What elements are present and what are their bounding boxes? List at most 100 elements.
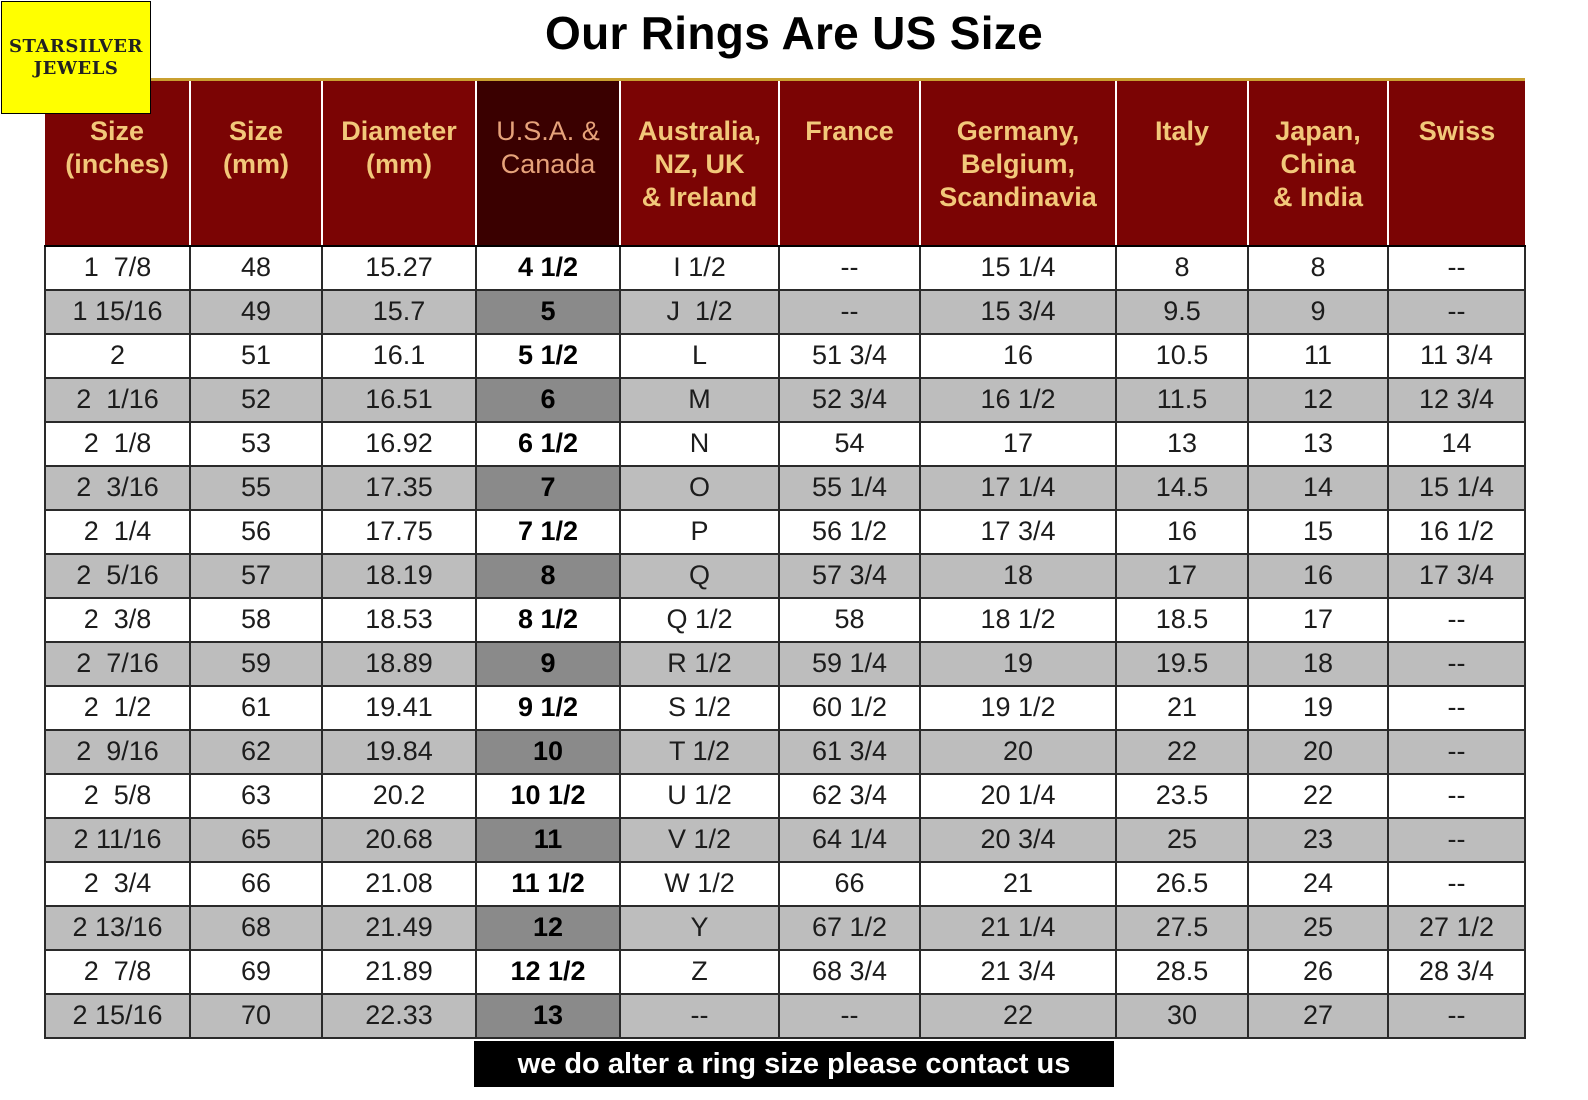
cell-diameter-mm: 16.1	[321, 332, 477, 379]
cell-swiss: 12 3/4	[1387, 376, 1526, 423]
table-row: 2 51 16.1 5 1/2 L 51 3/4 16 10.5 11 11 3/4	[44, 332, 1526, 379]
table-row: 2 9/16 62 19.84 10 T 1/2 61 3/4 20 22 20 --	[44, 728, 1526, 775]
cell-france: --	[778, 244, 921, 291]
table-row: 2 3/16 55 17.35 7 O 55 1/4 17 1/4 14.5 14 15 1/4	[44, 464, 1526, 511]
cell-france: 56 1/2	[778, 508, 921, 555]
cell-france: 68 3/4	[778, 948, 921, 995]
cell-germany-belgium-scandinavia: 15 1/4	[919, 244, 1117, 291]
cell-australia-nz-uk-ireland: R 1/2	[619, 640, 780, 687]
cell-swiss: --	[1387, 288, 1526, 335]
cell-japan-china-india: 19	[1247, 684, 1389, 731]
cell-usa-canada: 10	[475, 728, 621, 775]
header-germany-belgium-scandinavia: Germany, Belgium, Scandinavia	[919, 79, 1116, 247]
cell-size-mm: 59	[189, 640, 323, 687]
cell-diameter-mm: 21.49	[321, 904, 477, 951]
cell-australia-nz-uk-ireland: T 1/2	[619, 728, 780, 775]
cell-germany-belgium-scandinavia: 21	[919, 860, 1117, 907]
cell-france: 62 3/4	[778, 772, 921, 819]
cell-swiss: 14	[1387, 420, 1526, 467]
header-diameter-mm: Diameter (mm)	[321, 79, 476, 247]
header-line: Swiss	[1418, 116, 1496, 146]
cell-size-mm: 48	[189, 244, 323, 291]
header-line: (inches)	[65, 149, 169, 179]
cell-size-inches: 2 3/16	[44, 464, 191, 511]
contact-banner: we do alter a ring size please contact u…	[474, 1041, 1114, 1087]
cell-germany-belgium-scandinavia: 18	[919, 552, 1117, 599]
header-line: Scandinavia	[939, 182, 1097, 212]
cell-japan-china-india: 18	[1247, 640, 1389, 687]
cell-size-inches: 2 11/16	[44, 816, 191, 863]
cell-usa-canada: 8 1/2	[475, 596, 621, 643]
header-line: Canada	[500, 149, 596, 179]
cell-japan-china-india: 15	[1247, 508, 1389, 555]
header-line: & India	[1272, 182, 1363, 212]
cell-germany-belgium-scandinavia: 16	[919, 332, 1117, 379]
logo-line-2: JEWELS	[33, 57, 119, 79]
cell-usa-canada: 4 1/2	[475, 244, 621, 291]
cell-size-mm: 49	[189, 288, 323, 335]
cell-swiss: 11 3/4	[1387, 332, 1526, 379]
logo-line-1: STARSILVER	[9, 35, 143, 57]
cell-swiss: 28 3/4	[1387, 948, 1526, 995]
cell-size-inches: 2 1/16	[44, 376, 191, 423]
cell-italy: 8	[1115, 244, 1249, 291]
cell-usa-canada: 11	[475, 816, 621, 863]
table-row: 2 5/8 63 20.2 10 1/2 U 1/2 62 3/4 20 1/4 23.5 22…	[44, 772, 1526, 819]
table-row: 2 15/16 70 22.33 13 -- -- 22 30 27 --	[44, 992, 1526, 1039]
table-row: 2 11/16 65 20.68 11 V 1/2 64 1/4 20 3/4 25 23 --	[44, 816, 1526, 863]
cell-france: 55 1/4	[778, 464, 921, 511]
cell-diameter-mm: 18.19	[321, 552, 477, 599]
cell-japan-china-india: 27	[1247, 992, 1389, 1039]
cell-size-inches: 2 7/8	[44, 948, 191, 995]
table-row: 2 3/8 58 18.53 8 1/2 Q 1/2 58 18 1/2 18.5 17 --	[44, 596, 1526, 643]
cell-italy: 19.5	[1115, 640, 1249, 687]
cell-size-inches: 2 9/16	[44, 728, 191, 775]
cell-germany-belgium-scandinavia: 19	[919, 640, 1117, 687]
cell-germany-belgium-scandinavia: 17	[919, 420, 1117, 467]
cell-swiss: 17 3/4	[1387, 552, 1526, 599]
table-row: 2 5/16 57 18.19 8 Q 57 3/4 18 17 16 17 3/4	[44, 552, 1526, 599]
header-line: France	[805, 116, 894, 146]
cell-diameter-mm: 21.08	[321, 860, 477, 907]
cell-france: 51 3/4	[778, 332, 921, 379]
cell-size-mm: 62	[189, 728, 323, 775]
cell-swiss: 15 1/4	[1387, 464, 1526, 511]
header-australia-nz-uk-ireland: Australia, NZ, UK & Ireland	[619, 79, 779, 247]
cell-size-inches: 2 1/4	[44, 508, 191, 555]
cell-italy: 28.5	[1115, 948, 1249, 995]
cell-australia-nz-uk-ireland: U 1/2	[619, 772, 780, 819]
cell-italy: 25	[1115, 816, 1249, 863]
cell-swiss: --	[1387, 816, 1526, 863]
cell-germany-belgium-scandinavia: 16 1/2	[919, 376, 1117, 423]
cell-diameter-mm: 19.84	[321, 728, 477, 775]
cell-diameter-mm: 17.75	[321, 508, 477, 555]
header-swiss: Swiss	[1387, 79, 1525, 247]
cell-australia-nz-uk-ireland: Q	[619, 552, 780, 599]
cell-size-inches: 2 1/2	[44, 684, 191, 731]
cell-italy: 27.5	[1115, 904, 1249, 951]
cell-italy: 13	[1115, 420, 1249, 467]
cell-usa-canada: 8	[475, 552, 621, 599]
header-line: China	[1280, 149, 1356, 179]
cell-france: 66	[778, 860, 921, 907]
cell-swiss: --	[1387, 684, 1526, 731]
header-italy: Italy	[1115, 79, 1248, 247]
cell-italy: 26.5	[1115, 860, 1249, 907]
cell-diameter-mm: 18.53	[321, 596, 477, 643]
cell-size-inches: 2 15/16	[44, 992, 191, 1039]
cell-japan-china-india: 9	[1247, 288, 1389, 335]
cell-size-mm: 53	[189, 420, 323, 467]
cell-size-mm: 52	[189, 376, 323, 423]
ring-size-table: Size (inches) Size (mm) Diameter (mm) U.S.A. &…	[44, 78, 1526, 1039]
cell-germany-belgium-scandinavia: 19 1/2	[919, 684, 1117, 731]
cell-italy: 21	[1115, 684, 1249, 731]
cell-swiss: --	[1387, 640, 1526, 687]
header-line: Italy	[1154, 116, 1210, 146]
cell-size-mm: 55	[189, 464, 323, 511]
cell-swiss: --	[1387, 992, 1526, 1039]
header-line: & Ireland	[641, 182, 758, 212]
cell-france: 59 1/4	[778, 640, 921, 687]
cell-australia-nz-uk-ireland: V 1/2	[619, 816, 780, 863]
cell-usa-canada: 12 1/2	[475, 948, 621, 995]
cell-usa-canada: 13	[475, 992, 621, 1039]
